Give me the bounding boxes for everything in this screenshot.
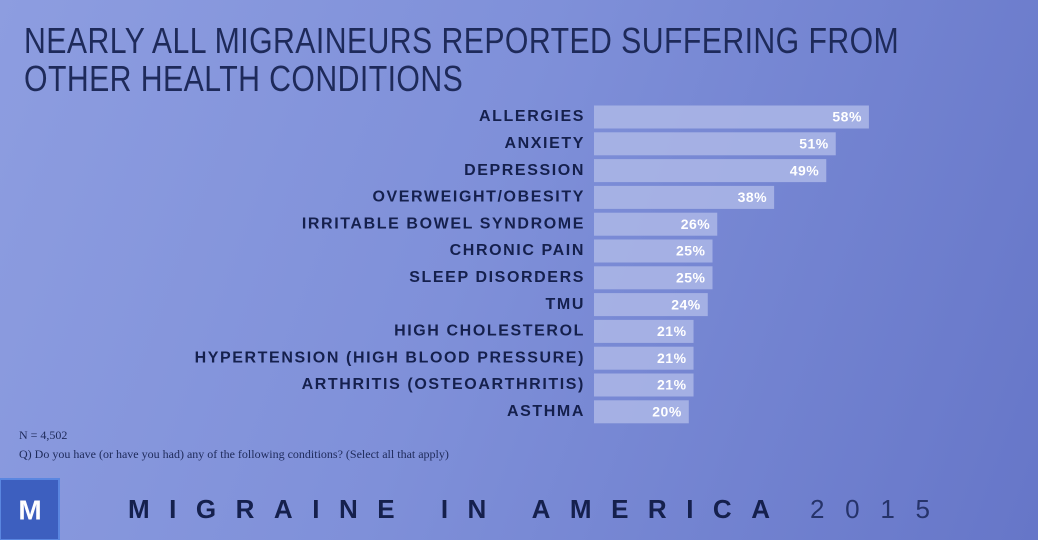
bar [594, 239, 713, 263]
bar [594, 185, 775, 209]
bar [594, 400, 689, 424]
sample-note: N = 4,502 [19, 428, 67, 442]
category-label: IRRITABLE BOWEL SYNDROME [302, 215, 585, 232]
chart-title: NEARLY ALL MIGRAINEURS REPORTED SUFFERIN… [24, 20, 900, 99]
category-label: TMU [546, 296, 585, 313]
brand: MIGRAINE IN AMERICA [128, 494, 770, 524]
bar [594, 266, 713, 290]
bar [594, 132, 836, 156]
value-label: 20% [652, 404, 682, 420]
bar [594, 293, 708, 317]
year: 2015 [810, 494, 930, 524]
category-label: ARTHRITIS (OSTEOARTHRITIS) [302, 376, 585, 393]
category-label: ASTHMA [507, 403, 585, 420]
category-label: HIGH CHOLESTEROL [394, 323, 585, 340]
logo: M [18, 494, 41, 525]
logo-box [0, 478, 60, 540]
value-label: 51% [799, 136, 829, 152]
bar [594, 212, 718, 236]
bar [594, 105, 869, 129]
value-label: 26% [681, 216, 711, 232]
value-label: 24% [671, 296, 701, 312]
question-note: Q) Do you have (or have you had) any of … [19, 447, 449, 461]
value-label: 25% [676, 243, 706, 259]
value-label: 21% [657, 350, 687, 366]
value-label: 38% [738, 189, 768, 205]
category-label: SLEEP DISORDERS [409, 269, 585, 286]
category-label: CHRONIC PAIN [450, 242, 585, 259]
bar [594, 373, 694, 397]
value-label: 21% [657, 323, 687, 339]
value-label: 25% [676, 270, 706, 286]
bar [594, 319, 694, 343]
value-label: 21% [657, 377, 687, 393]
category-label: OVERWEIGHT/OBESITY [372, 189, 585, 206]
bar [594, 346, 694, 370]
category-label: DEPRESSION [464, 162, 585, 179]
category-label: ANXIETY [504, 135, 585, 152]
value-label: 58% [832, 109, 862, 125]
bar [594, 159, 827, 183]
category-label: ALLERGIES [479, 108, 585, 125]
category-label: HYPERTENSION (HIGH BLOOD PRESSURE) [195, 349, 585, 366]
value-label: 49% [790, 162, 820, 178]
